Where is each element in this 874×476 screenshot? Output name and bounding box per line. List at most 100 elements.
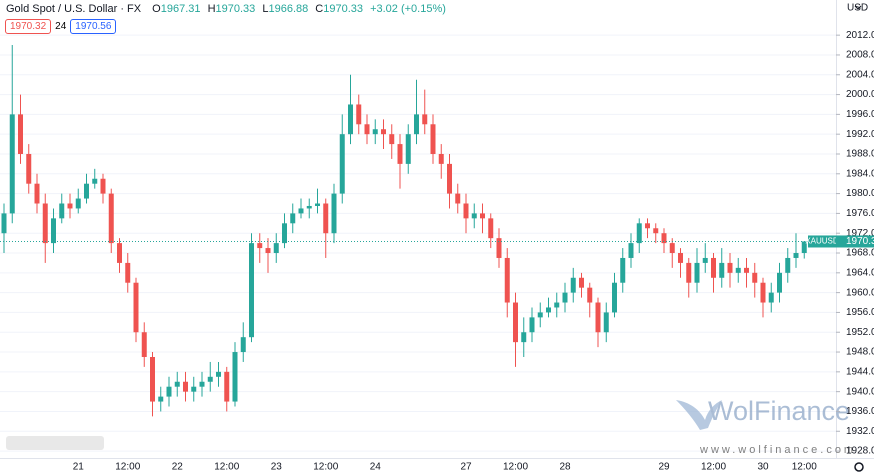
candle-body xyxy=(554,302,560,308)
quotes: 1970.32 24 1970.56 xyxy=(5,19,117,34)
currency-caret xyxy=(854,5,862,10)
candle-body xyxy=(240,337,246,353)
ohlc-value: 1966.88 xyxy=(268,3,309,15)
settings-gear[interactable] xyxy=(854,462,864,472)
candle-body xyxy=(224,371,230,402)
candle-body xyxy=(273,243,279,254)
candle-body xyxy=(669,243,675,254)
x-tick-label: 30 xyxy=(757,462,769,473)
candle-body xyxy=(504,257,510,303)
candle-body xyxy=(331,193,337,234)
ohlc-value: 1970.33 xyxy=(323,3,364,15)
candle-body xyxy=(438,153,444,164)
candle-body xyxy=(108,193,114,244)
last-price-tag xyxy=(836,235,874,248)
symbol-title[interactable]: Gold Spot / U.S. Dollar · FX xyxy=(6,3,142,15)
candle-body xyxy=(620,257,626,283)
candle-body xyxy=(389,134,395,145)
change: +3.02 (+0.15%) xyxy=(370,3,446,15)
candle-body xyxy=(298,208,304,214)
candle-body xyxy=(480,213,485,219)
candle-body xyxy=(397,144,403,164)
candle-body xyxy=(282,223,287,244)
y-tick-label: 1948.00 xyxy=(846,347,874,358)
candle-body xyxy=(801,241,807,254)
candle-body xyxy=(141,332,147,357)
candle-body xyxy=(752,272,758,283)
y-tick-label: 1988.00 xyxy=(846,149,874,160)
candle-body xyxy=(306,205,312,209)
candle-body xyxy=(719,262,725,278)
candle-body xyxy=(315,203,320,206)
candle-body xyxy=(133,282,139,333)
ohlc-value: 1970.33 xyxy=(215,3,256,15)
symbol-tag xyxy=(808,235,836,248)
candle-body xyxy=(785,257,791,273)
candle-body xyxy=(430,124,436,154)
candle-body xyxy=(570,277,576,293)
ohlc-key: O xyxy=(152,3,161,15)
candle-body xyxy=(265,248,271,254)
candle-body xyxy=(471,213,477,219)
y-tick-label: 1944.00 xyxy=(846,366,874,377)
candle-body xyxy=(711,257,716,278)
x-tick-label: 12:00 xyxy=(313,462,338,473)
settings-icon[interactable] xyxy=(854,462,864,472)
candle-body xyxy=(323,203,329,234)
watermark-url: www.wolfinance.com xyxy=(699,444,856,456)
candle-body xyxy=(768,292,774,303)
y-tick-label: 2004.00 xyxy=(846,69,874,80)
x-tick-label: 12:00 xyxy=(503,462,528,473)
y-tick-label: 1960.00 xyxy=(846,287,874,298)
candle-body xyxy=(150,356,155,402)
candle-body xyxy=(727,262,733,273)
candle-body xyxy=(356,104,362,125)
candle-body xyxy=(174,381,180,387)
candle-body xyxy=(414,114,419,135)
candle-body xyxy=(117,243,122,263)
bid-button[interactable]: 1970.32 xyxy=(5,19,52,34)
candle-body xyxy=(661,233,667,244)
candle-body xyxy=(199,381,205,387)
candle-body xyxy=(628,243,634,258)
x-tick-label: 23 xyxy=(271,462,283,473)
y-tick-label: 1984.00 xyxy=(846,168,874,179)
ohlc-key: H xyxy=(207,3,216,15)
candle-body xyxy=(645,223,650,229)
candle-body xyxy=(75,198,81,209)
candle-body xyxy=(232,352,238,402)
spread: 24 xyxy=(55,21,67,32)
candle-body xyxy=(595,302,601,333)
candle-body xyxy=(603,312,609,333)
y-tick-label: 1972.00 xyxy=(846,228,874,239)
candle-body xyxy=(249,243,254,338)
candle-body xyxy=(158,396,164,402)
y-tick-label: 1932.00 xyxy=(846,426,874,437)
candle-body xyxy=(405,134,411,164)
y-tick-label: 1968.00 xyxy=(846,248,874,259)
candle-body xyxy=(546,307,551,313)
x-tick-label: 24 xyxy=(370,462,382,473)
candle-body xyxy=(744,267,749,273)
y-tick-label: 2000.00 xyxy=(846,89,874,100)
candle-body xyxy=(9,114,15,214)
x-tick-label: 12:00 xyxy=(214,462,239,473)
candle-body xyxy=(67,203,73,209)
candle-body xyxy=(793,253,799,258)
candle-body xyxy=(42,203,48,244)
ask-button[interactable]: 1970.56 xyxy=(70,19,117,34)
x-tick-label: 12:00 xyxy=(115,462,140,473)
watermark-brand: WolFinance xyxy=(708,396,850,426)
y-tick-label: 1964.00 xyxy=(846,267,874,278)
candle-body xyxy=(579,277,584,288)
candle-body xyxy=(777,272,782,293)
blurred-text xyxy=(6,436,104,450)
candle-body xyxy=(125,262,131,283)
x-tick-label: 12:00 xyxy=(792,462,817,473)
candle-body xyxy=(422,114,428,125)
y-tick-label: 2008.00 xyxy=(846,50,874,61)
candle-body xyxy=(537,312,543,318)
